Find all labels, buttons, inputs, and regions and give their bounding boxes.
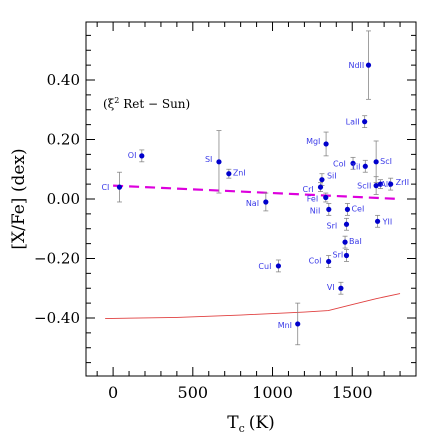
x-tick-label: 1500 [332, 383, 373, 402]
y-axis-title: [X/Fe] (dex) [9, 148, 29, 249]
annotation-sup: 2 [114, 96, 119, 105]
point-label: ScII [357, 182, 371, 191]
point-label: ZnI [233, 169, 246, 178]
point-label: OI [128, 151, 137, 160]
point-label: SiI [327, 172, 337, 181]
x-axis-title-sub: c [239, 422, 245, 435]
point-label: NiI [310, 206, 321, 215]
x-tick-label: 1000 [252, 383, 293, 402]
data-point [350, 160, 356, 166]
y-tick-label: 0.40 [47, 71, 80, 89]
x-axis-title-main: T [227, 413, 239, 433]
data-point [374, 218, 381, 224]
data-point [365, 62, 372, 68]
tick-labels: 0 500 1000 1500 −0.40 −0.20 0.00 0.20 0.40 [34, 71, 373, 402]
y-tick-label: 0.20 [47, 131, 80, 149]
point-label: LaII [346, 118, 360, 127]
point-label: CeI [351, 204, 364, 213]
data-point [388, 181, 394, 187]
data-point [317, 184, 324, 190]
data-point [275, 263, 282, 269]
data-point [216, 159, 222, 165]
y-tick-label: 0.00 [47, 190, 80, 208]
point-label: CuI [258, 262, 271, 271]
annotation-suffix: Ret − Sun) [119, 97, 190, 111]
data-point [343, 252, 350, 259]
point-label: NaI [246, 199, 259, 208]
point-label: ScI [380, 157, 392, 166]
data-point [263, 199, 269, 205]
data-point [326, 206, 332, 213]
point-label: CoI [309, 256, 322, 265]
curves [105, 184, 401, 320]
data-point [116, 184, 123, 190]
y-tick-label: −0.40 [34, 309, 80, 327]
data-point [343, 221, 350, 227]
data-point [338, 285, 344, 291]
point-label: CI [101, 183, 109, 192]
data-point [319, 177, 325, 183]
data-point [139, 153, 145, 159]
x-axis-title: Tc (K) [227, 413, 274, 435]
point-label: MgI [306, 137, 320, 146]
data-point [373, 183, 379, 189]
data-point [362, 163, 368, 169]
y-tick-label: −0.20 [34, 249, 80, 267]
point-label: SI [205, 155, 212, 164]
point-label: TiI [350, 162, 360, 171]
data-point [323, 194, 329, 201]
point-label: NdII [348, 61, 364, 70]
data-point [342, 239, 348, 245]
data-point [295, 321, 301, 327]
point-label: SrI [332, 251, 343, 260]
data-point [344, 206, 351, 213]
point-label: SrI [326, 221, 337, 230]
point-label: CrI [303, 185, 314, 194]
point-label: ZrII [396, 178, 410, 187]
lower-curve [105, 293, 401, 320]
point-label: FeI [307, 195, 318, 204]
data-point [323, 141, 329, 147]
point-label: CoI [333, 159, 346, 168]
data-point [362, 119, 368, 125]
annotation-prefix: (ξ [103, 97, 115, 111]
x-tick-label: 0 [108, 383, 118, 402]
chart-annotation: (ξ2 Ret − Sun) [103, 96, 190, 111]
point-label: BaI [349, 237, 362, 246]
x-axis-title-unit: (K) [249, 413, 275, 433]
data-point [377, 181, 384, 187]
axis-ticks [86, 22, 416, 376]
point-label: YII [382, 217, 393, 226]
point-label: VI [327, 283, 335, 292]
data-point [373, 159, 379, 165]
data-point [326, 258, 332, 265]
data-point [226, 171, 232, 177]
x-tick-label: 500 [178, 383, 209, 402]
point-label: AlI [380, 180, 390, 189]
point-label: MnI [278, 321, 292, 330]
